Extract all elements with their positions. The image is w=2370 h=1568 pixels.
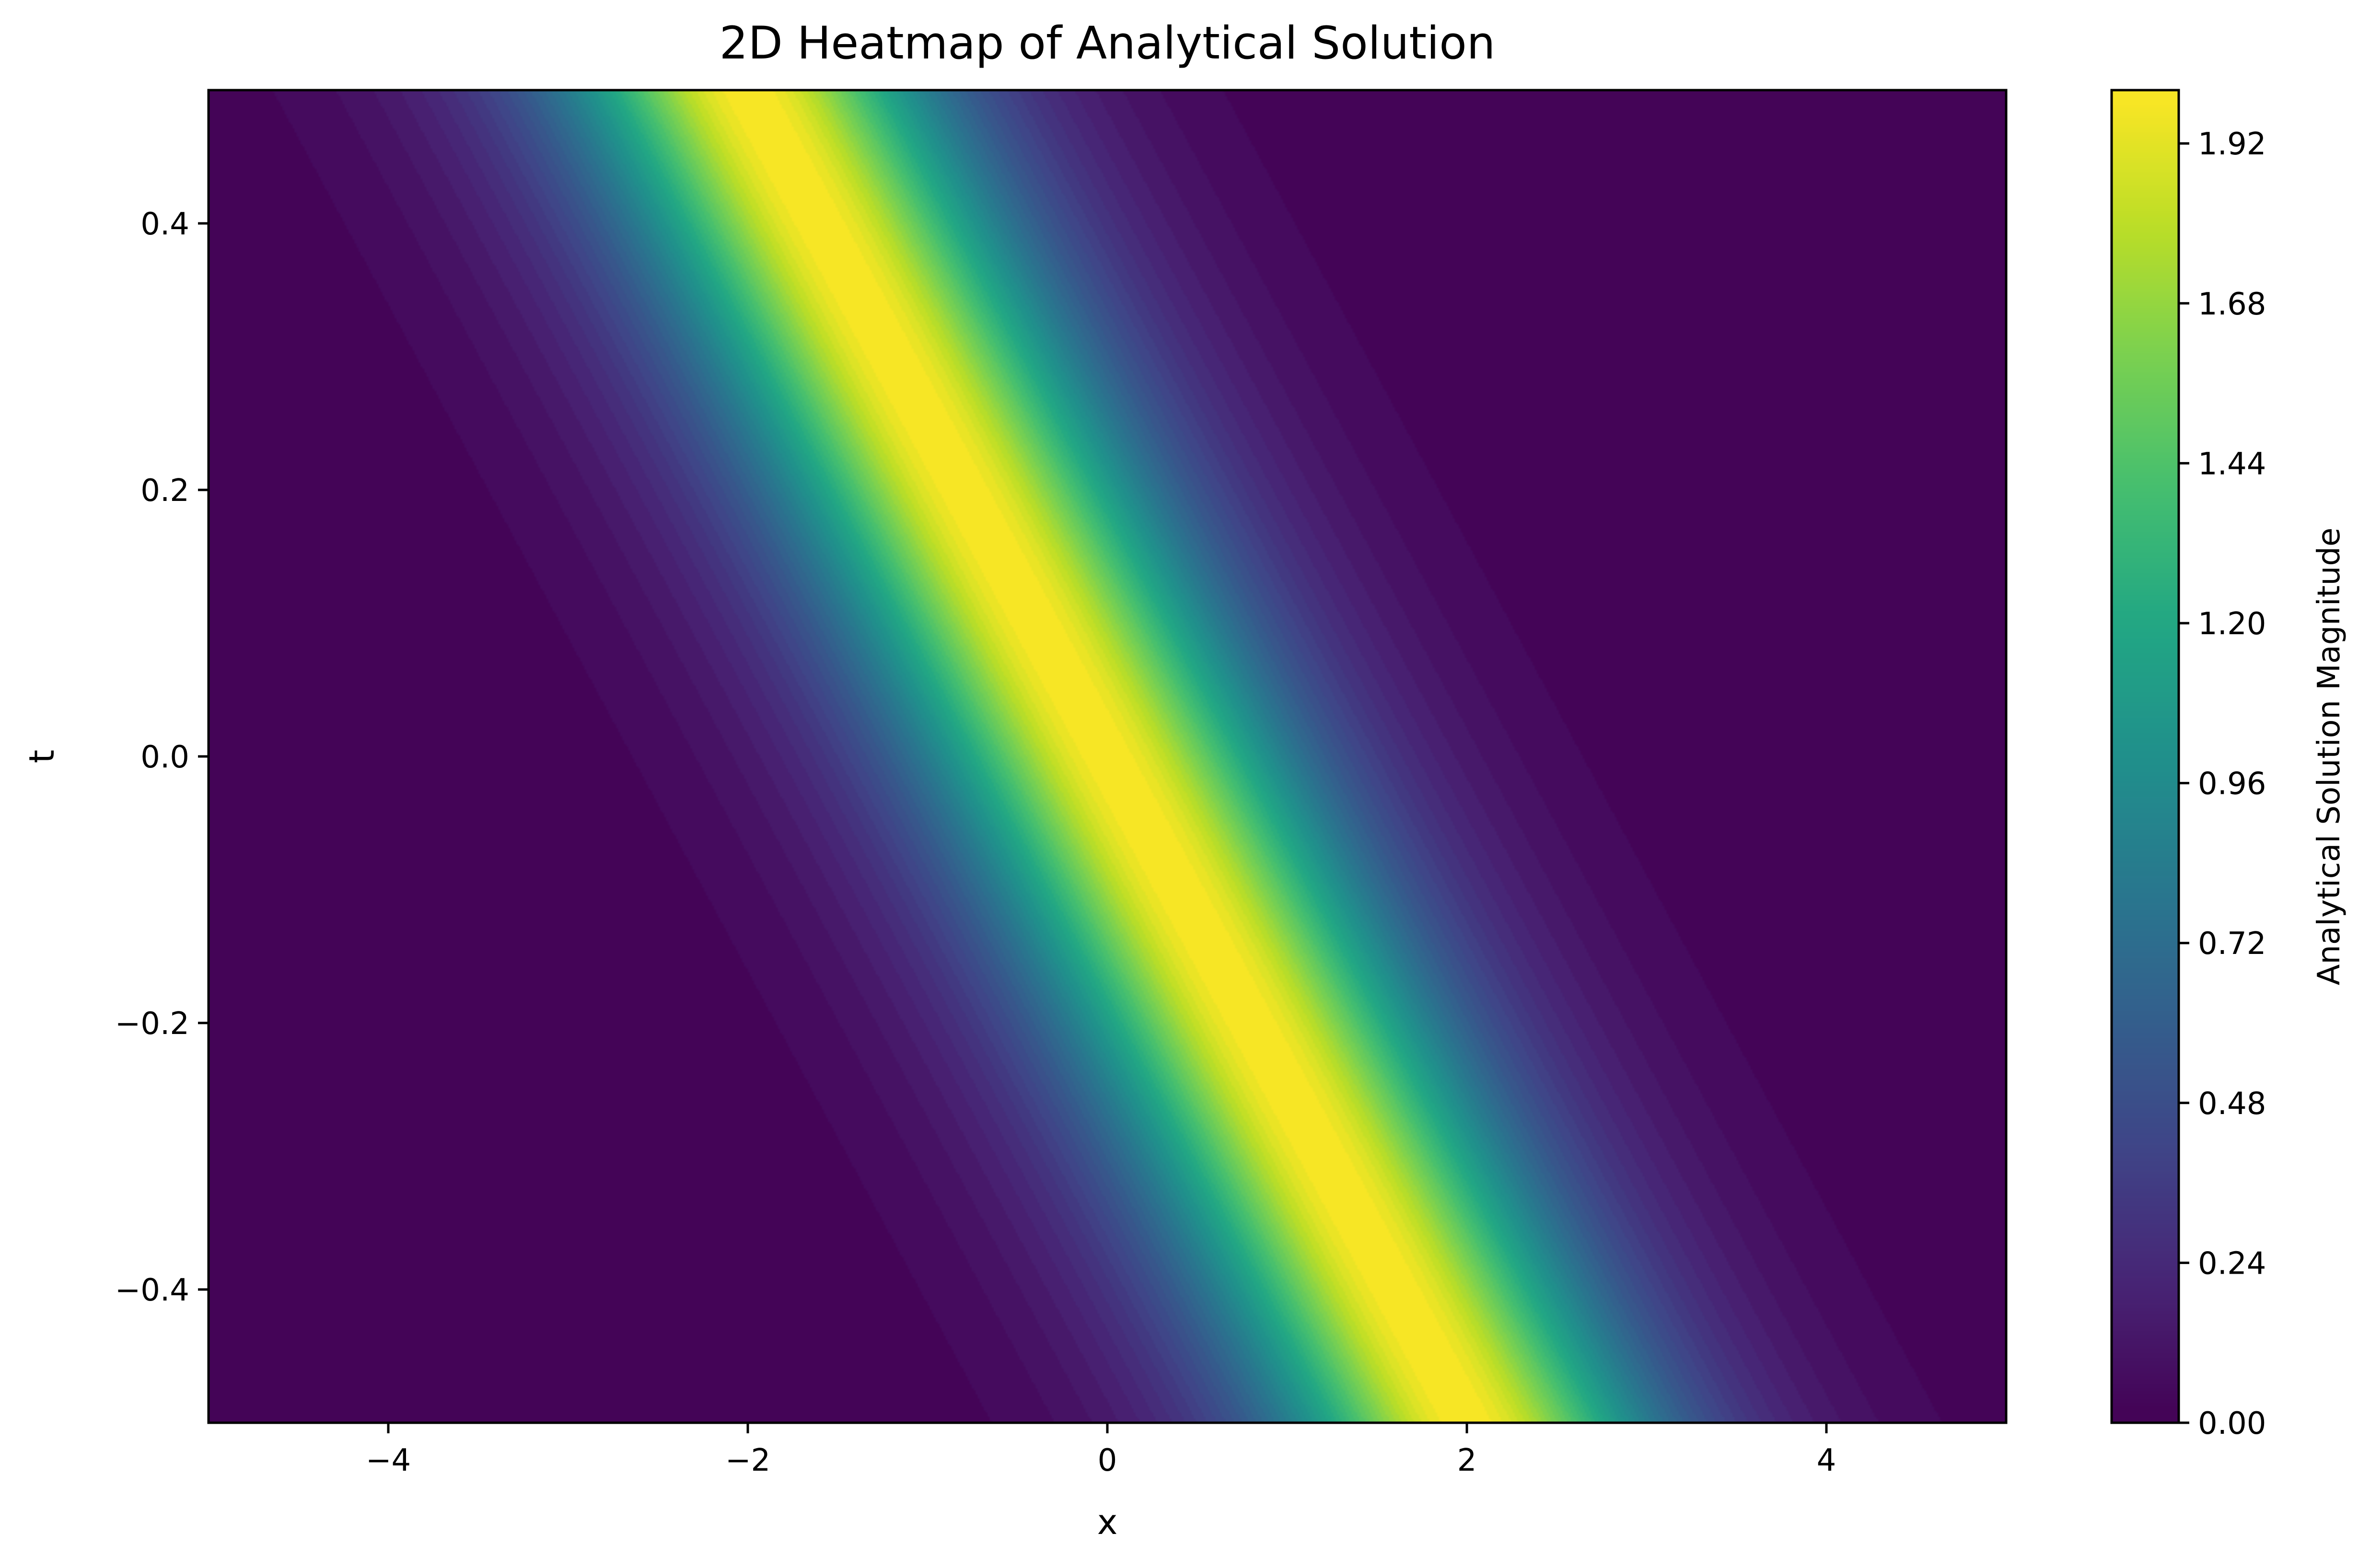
- plot-area: [207, 89, 2008, 1424]
- x-tick-label: 2: [1457, 1443, 1477, 1478]
- colorbar-tick-label: 0.72: [2198, 926, 2266, 962]
- colorbar-gradient: [2112, 90, 2179, 1423]
- y-axis: −0.4 −0.2 0.0 0.2 0.4: [115, 207, 209, 1308]
- x-axis-label: x: [1097, 1502, 1118, 1542]
- y-tick-label: 0.2: [140, 473, 189, 509]
- x-axis: −4 −2 0 2 4: [366, 1423, 1836, 1478]
- colorbar-tick-label: 0.24: [2198, 1246, 2266, 1281]
- chart-title: 2D Heatmap of Analytical Solution: [720, 17, 1496, 70]
- heatmap: [209, 90, 2006, 1423]
- colorbar: 0.00 0.24 0.48 0.72 0.96 1.20 1.44 1.68 1.92 Ana…: [2110, 89, 2347, 1441]
- colorbar-axis: 0.00 0.24 0.48 0.72 0.96 1.20 1.44 1.68 1.92: [2179, 127, 2266, 1441]
- y-axis-label: t: [22, 750, 62, 763]
- y-tick-label: 0.4: [140, 207, 189, 242]
- y-tick-label: 0.0: [140, 740, 189, 775]
- colorbar-frame: [2110, 89, 2180, 1424]
- x-tick-label: −2: [725, 1443, 770, 1478]
- colorbar-tick-label: 0.00: [2198, 1406, 2266, 1441]
- colorbar-label: Analytical Solution Magnitude: [2312, 528, 2347, 986]
- y-tick-label: −0.4: [115, 1273, 189, 1308]
- colorbar-tick-label: 1.68: [2198, 287, 2266, 322]
- x-tick-label: 4: [1817, 1443, 1836, 1478]
- y-tick-label: −0.2: [115, 1006, 189, 1042]
- colorbar-tick-label: 1.20: [2198, 606, 2266, 642]
- colorbar-tick-label: 1.44: [2198, 446, 2266, 482]
- colorbar-tick-label: 1.92: [2198, 127, 2266, 162]
- colorbar-tick-label: 0.96: [2198, 767, 2266, 802]
- colorbar-tick-label: 0.48: [2198, 1086, 2266, 1122]
- x-tick-label: 0: [1098, 1443, 1117, 1478]
- x-tick-label: −4: [366, 1443, 411, 1478]
